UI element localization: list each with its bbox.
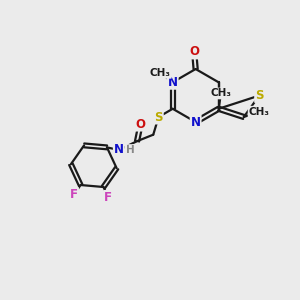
Text: F: F bbox=[70, 188, 78, 201]
Text: CH₃: CH₃ bbox=[210, 88, 231, 98]
Text: N: N bbox=[114, 143, 124, 157]
Text: H: H bbox=[126, 145, 134, 155]
Text: N: N bbox=[168, 76, 178, 89]
Text: S: S bbox=[255, 89, 264, 102]
Text: CH₃: CH₃ bbox=[150, 68, 171, 78]
Text: O: O bbox=[136, 118, 146, 130]
Text: S: S bbox=[154, 110, 163, 124]
Text: N: N bbox=[190, 116, 201, 128]
Text: CH₃: CH₃ bbox=[249, 107, 270, 117]
Text: O: O bbox=[189, 45, 199, 58]
Text: F: F bbox=[104, 191, 112, 204]
